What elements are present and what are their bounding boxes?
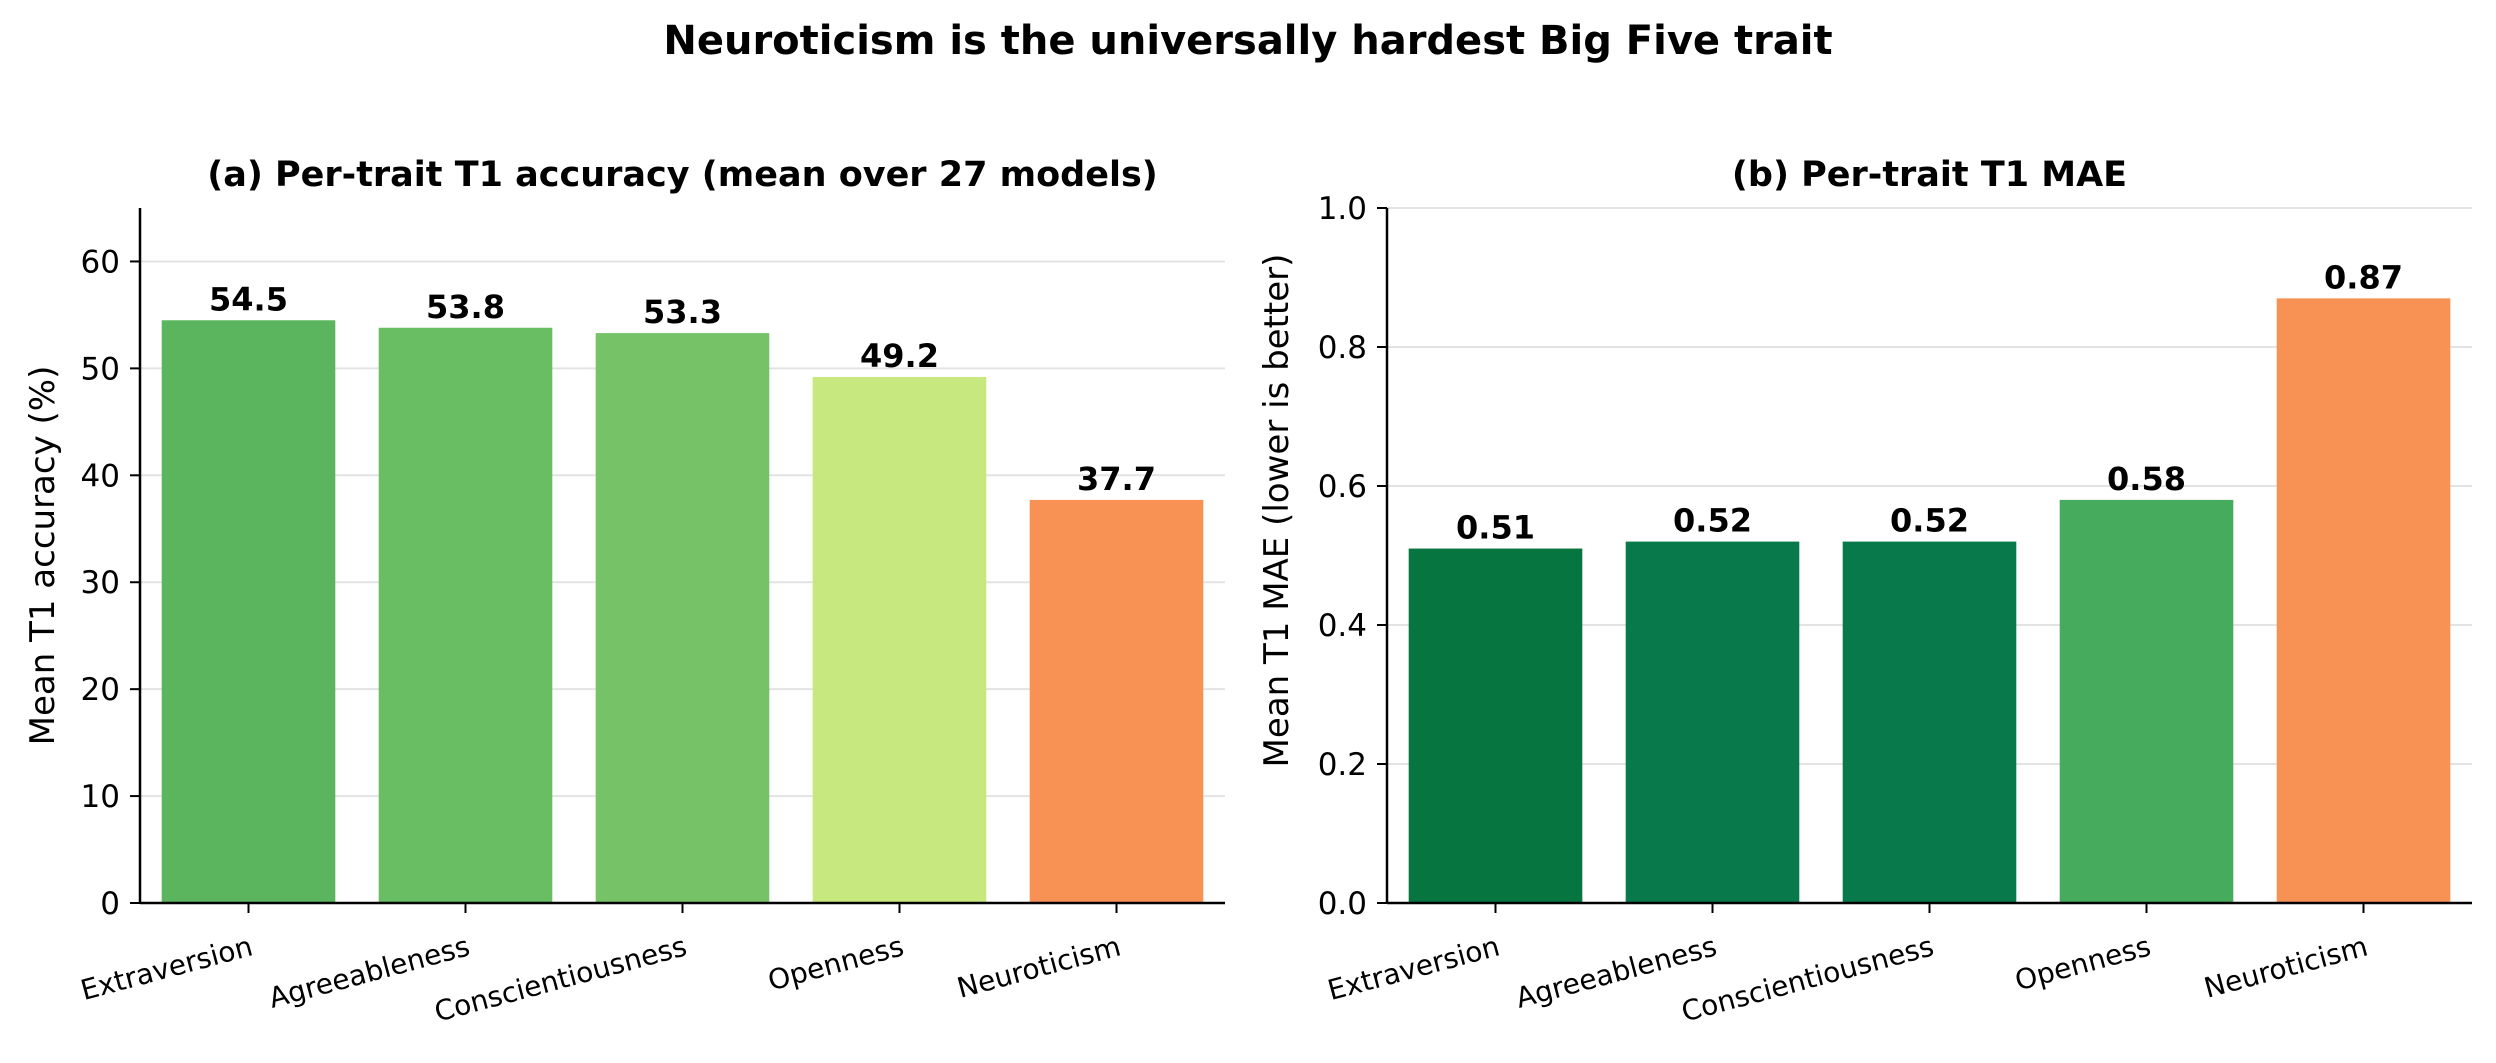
x-tick-label: Openness (2011, 930, 2154, 998)
y-axis-label: Mean T1 MAE (lower is better) (1257, 254, 1297, 768)
bar-conscientiousness (1842, 541, 2017, 903)
x-tick-label: Conscientiousness (1678, 930, 1937, 1029)
y-tick-label: 40 (81, 458, 120, 494)
bar-openness (2059, 499, 2234, 903)
bar-value-label: 0.87 (2324, 258, 2403, 296)
y-tick-label: 60 (81, 244, 120, 280)
panel-title: (a) Per-trait T1 accuracy (mean over 27 … (207, 155, 1158, 195)
bar-value-label: 0.52 (1890, 502, 1969, 540)
y-tick-label: 1.0 (1318, 191, 1367, 227)
y-tick-label: 0 (100, 886, 120, 922)
x-tick-label: Neuroticism (2201, 930, 2372, 1005)
y-tick-label: 0.0 (1318, 886, 1367, 922)
y-tick-label: 0.4 (1318, 608, 1367, 644)
bar-value-label: 0.58 (2107, 460, 2186, 498)
bar-value-label: 0.52 (1673, 502, 1752, 540)
y-tick-label: 0.8 (1318, 330, 1367, 366)
x-tick-label: Openness (764, 930, 907, 998)
bar-value-label: 53.3 (643, 293, 722, 331)
bar-value-label: 49.2 (860, 337, 939, 375)
bar-agreeableness (1625, 541, 1800, 903)
figure-suptitle: Neuroticism is the universally hardest B… (663, 18, 1833, 64)
x-tick-label: Extraversion (77, 930, 256, 1008)
x-tick-label: Extraversion (1324, 930, 1503, 1008)
bar-value-label: 0.51 (1456, 509, 1535, 547)
y-tick-label: 10 (81, 779, 120, 815)
y-tick-label: 30 (81, 565, 120, 601)
x-tick-label: Conscientiousness (431, 930, 690, 1029)
y-tick-label: 0.2 (1318, 747, 1367, 783)
panel-title: (b) Per-trait T1 MAE (1732, 155, 2127, 195)
bar-value-label: 37.7 (1077, 460, 1156, 498)
bar-neuroticism (2276, 298, 2451, 904)
bar-extraversion (1408, 548, 1583, 903)
bar-extraversion (161, 320, 336, 903)
bar-openness (812, 376, 987, 903)
bar-neuroticism (1029, 499, 1204, 903)
y-tick-label: 50 (81, 351, 120, 387)
bar-value-label: 53.8 (426, 288, 505, 326)
y-tick-label: 0.6 (1318, 469, 1367, 505)
bar-value-label: 54.5 (209, 280, 288, 318)
y-axis-label: Mean T1 accuracy (%) (23, 366, 63, 746)
bar-agreeableness (378, 327, 553, 903)
y-tick-label: 20 (81, 672, 120, 708)
bar-conscientiousness (595, 333, 770, 904)
x-tick-label: Neuroticism (954, 930, 1125, 1005)
